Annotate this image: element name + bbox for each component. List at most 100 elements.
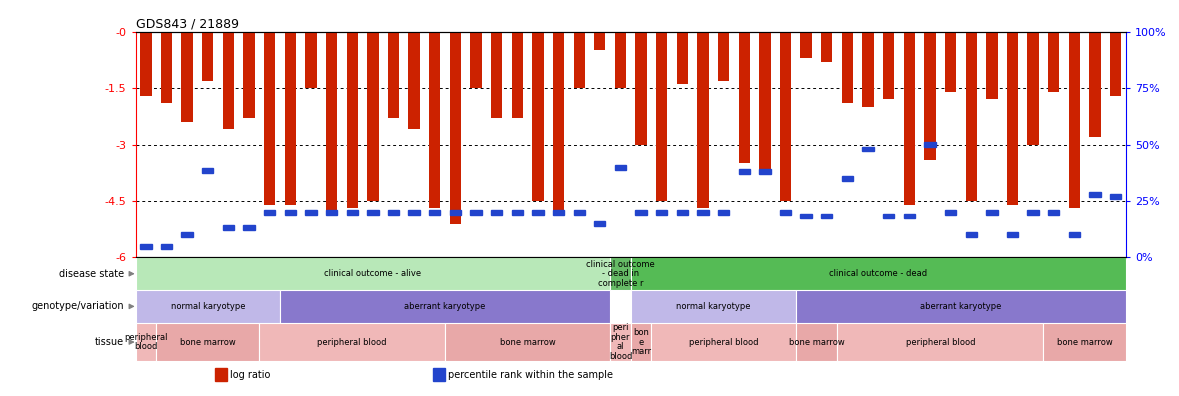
Text: aberrant karyotype: aberrant karyotype	[404, 302, 486, 311]
Bar	[490, 32, 502, 118]
Bar	[573, 210, 585, 215]
Text: peripheral blood: peripheral blood	[689, 337, 758, 346]
Bar	[136, 257, 611, 290]
Bar	[1048, 210, 1060, 215]
Bar	[136, 323, 156, 361]
Bar	[759, 169, 771, 174]
Text: normal karyotype: normal karyotype	[171, 302, 245, 311]
Bar	[656, 210, 667, 215]
Bar	[429, 32, 441, 208]
Bar	[449, 210, 461, 215]
Bar	[470, 210, 482, 215]
Text: peripheral
blood: peripheral blood	[124, 333, 167, 351]
Bar	[223, 225, 235, 230]
Bar	[697, 210, 709, 215]
Bar	[347, 210, 358, 215]
Bar	[821, 32, 832, 62]
Text: peripheral blood: peripheral blood	[905, 337, 975, 346]
Bar	[903, 213, 915, 219]
Bar	[1109, 32, 1121, 95]
Bar	[677, 210, 689, 215]
Bar	[796, 290, 1126, 323]
Bar	[796, 323, 837, 361]
Bar	[305, 210, 317, 215]
Bar	[631, 257, 1126, 290]
Bar	[388, 210, 400, 215]
Bar	[433, 368, 444, 381]
Text: aberrant karyotype: aberrant karyotype	[920, 302, 1002, 311]
Bar	[924, 32, 936, 160]
Bar	[1007, 32, 1019, 205]
Bar	[594, 221, 606, 226]
Bar	[182, 32, 193, 122]
Bar	[512, 32, 523, 118]
Bar	[284, 210, 296, 215]
Bar	[449, 32, 461, 223]
Bar	[1089, 192, 1101, 197]
Bar	[1068, 32, 1080, 208]
Bar	[697, 32, 709, 208]
Bar	[631, 290, 796, 323]
Bar	[305, 32, 317, 88]
Bar	[284, 32, 296, 205]
Bar	[924, 142, 936, 147]
Bar	[367, 32, 378, 201]
Bar	[160, 32, 172, 103]
Bar	[347, 32, 358, 208]
Bar	[444, 323, 611, 361]
Bar	[842, 176, 854, 181]
Bar	[631, 323, 651, 361]
Bar	[738, 169, 750, 174]
Bar	[614, 32, 626, 88]
Bar	[243, 32, 255, 118]
Text: bone marrow: bone marrow	[1056, 337, 1113, 346]
Bar	[140, 32, 152, 95]
Bar	[1068, 232, 1080, 237]
Bar	[986, 210, 997, 215]
Bar	[837, 323, 1043, 361]
Bar	[966, 232, 977, 237]
Text: disease state: disease state	[59, 269, 124, 279]
Bar	[611, 323, 631, 361]
Bar	[821, 213, 832, 219]
Bar	[182, 232, 193, 237]
Bar	[325, 32, 337, 212]
Bar	[408, 210, 420, 215]
Text: clinical outcome
- dead in
complete r: clinical outcome - dead in complete r	[586, 259, 654, 288]
Bar	[966, 32, 977, 201]
Bar	[842, 32, 854, 103]
Bar	[215, 368, 226, 381]
Bar	[779, 210, 791, 215]
Bar	[259, 323, 446, 361]
Bar	[429, 210, 441, 215]
Bar	[1089, 32, 1101, 137]
Bar	[136, 290, 281, 323]
Bar	[986, 32, 997, 99]
Bar	[202, 168, 213, 173]
Text: genotype/variation: genotype/variation	[31, 301, 124, 311]
Bar	[202, 32, 213, 81]
Bar	[903, 32, 915, 205]
Bar	[325, 210, 337, 215]
Bar	[611, 257, 631, 290]
Bar	[264, 32, 276, 205]
Bar	[1027, 210, 1039, 215]
Bar	[801, 32, 812, 58]
Bar	[883, 32, 895, 99]
Bar	[553, 210, 565, 215]
Bar	[801, 213, 812, 219]
Bar	[1007, 232, 1019, 237]
Text: tissue: tissue	[94, 337, 124, 347]
Text: bon
e
marr: bon e marr	[631, 328, 651, 356]
Bar	[1043, 323, 1126, 361]
Bar	[243, 225, 255, 230]
Bar	[862, 147, 874, 152]
Bar	[140, 244, 152, 249]
Bar	[614, 165, 626, 169]
Bar	[512, 210, 523, 215]
Bar	[223, 32, 235, 129]
Text: peri
pher
al
blood: peri pher al blood	[608, 323, 632, 361]
Bar	[1048, 32, 1060, 92]
Bar	[388, 32, 400, 118]
Bar	[635, 32, 647, 145]
